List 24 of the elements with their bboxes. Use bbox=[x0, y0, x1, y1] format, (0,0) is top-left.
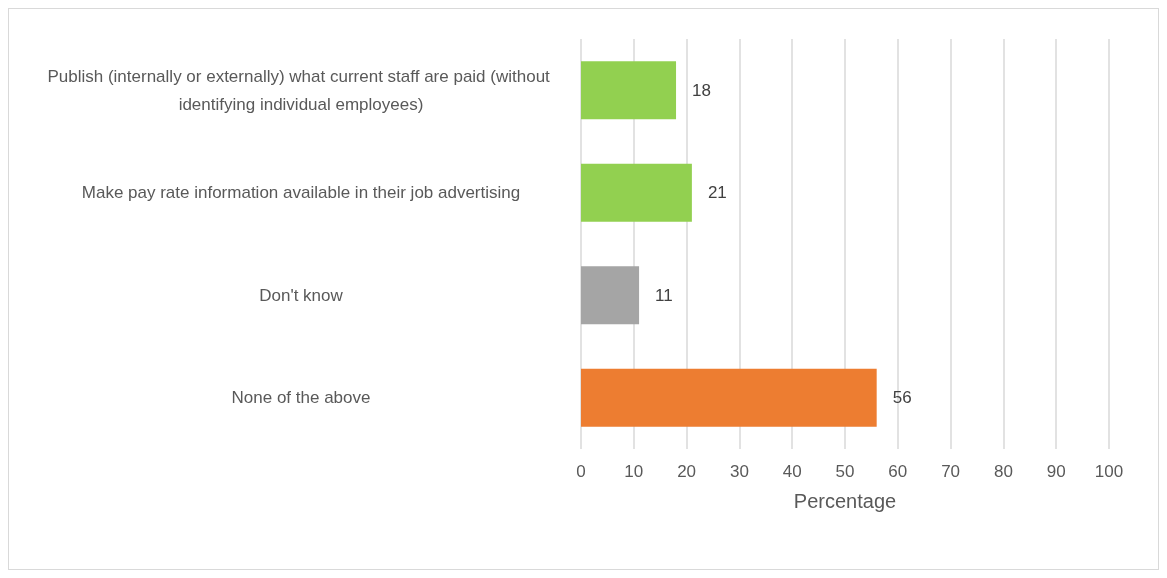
x-tick-label: 100 bbox=[1094, 462, 1124, 481]
data-label: 56 bbox=[892, 388, 912, 408]
y-tick-label: Publish (internally or externally) what current staff are paid (without identifying individual employees) bbox=[47, 66, 555, 114]
bar bbox=[581, 61, 677, 120]
x-axis-title: Percentage bbox=[793, 490, 897, 512]
x-tick-label: 40 bbox=[782, 462, 802, 481]
x-tick-label: 70 bbox=[941, 462, 961, 481]
y-tick-label: Don't know bbox=[259, 285, 344, 305]
x-tick-label: 10 bbox=[624, 462, 644, 481]
data-label: 11 bbox=[655, 285, 673, 305]
y-tick-label: Make pay rate information available in their job advertising bbox=[81, 183, 521, 203]
bar bbox=[581, 266, 640, 325]
x-tick-label: 60 bbox=[888, 462, 908, 481]
y-tick-label: None of the above bbox=[231, 388, 371, 408]
bar bbox=[581, 368, 877, 427]
x-tick-label: 20 bbox=[677, 462, 697, 481]
x-tick-label: 30 bbox=[729, 462, 749, 481]
x-tick-label: 50 bbox=[835, 462, 855, 481]
x-tick-label: 90 bbox=[1046, 462, 1066, 481]
data-label: 21 bbox=[707, 183, 727, 203]
data-label: 18 bbox=[692, 80, 711, 100]
bar bbox=[581, 163, 692, 222]
x-tick-label: 80 bbox=[993, 462, 1013, 481]
x-tick-label: 0 bbox=[576, 462, 586, 481]
